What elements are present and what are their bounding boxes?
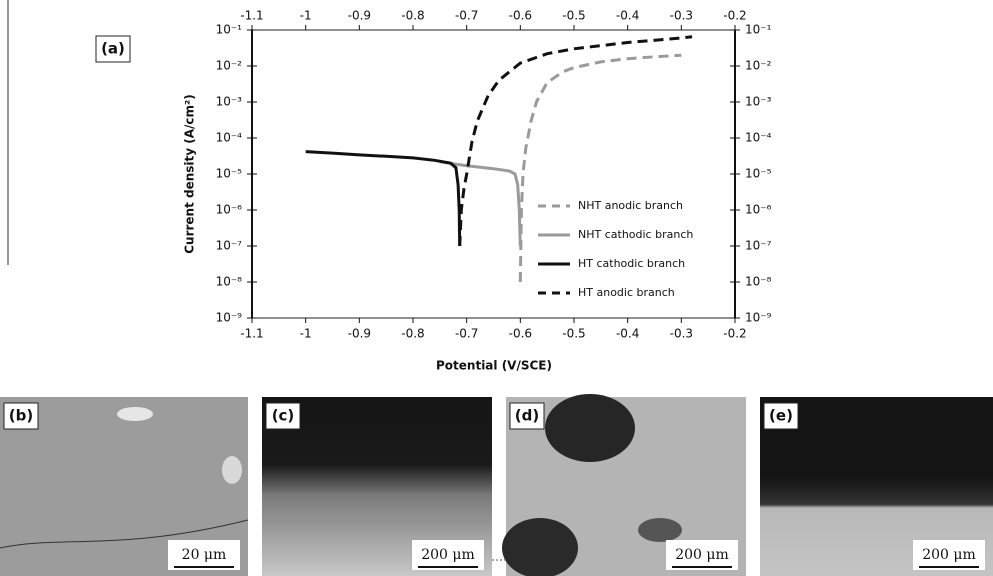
y-tick-label: 10⁻⁵ (216, 167, 243, 181)
legend-label: NHT cathodic branch (578, 228, 693, 241)
x-tick-label: -0.9 (348, 327, 371, 341)
y2-tick-label: 10⁻⁷ (745, 239, 772, 253)
legend-label: NHT anodic branch (578, 199, 683, 212)
series-line (520, 55, 681, 282)
series-line (306, 152, 460, 246)
plot-frame (252, 30, 735, 318)
pit (502, 518, 578, 576)
y-axis-title: Current density (A/cm²) (183, 94, 197, 254)
x-tick-label: -0.5 (562, 327, 585, 341)
series-line (460, 37, 692, 246)
x-top-tick-label: -0.7 (455, 9, 478, 23)
x-top-tick-label: -1 (300, 9, 312, 23)
y-tick-label: 10⁻¹ (216, 23, 243, 37)
panel-label: (c) (272, 407, 295, 425)
y2-tick-label: 10⁻² (745, 59, 772, 73)
y2-tick-label: 10⁻⁵ (745, 167, 772, 181)
y-tick-label: 10⁻⁸ (216, 275, 243, 289)
legend-label: HT anodic branch (578, 286, 675, 299)
x-tick-label: -0.7 (455, 327, 478, 341)
y2-tick-label: 10⁻¹ (745, 23, 772, 37)
scale-bar-label: 200 μm (675, 547, 729, 563)
y-tick-label: 10⁻⁶ (216, 203, 243, 217)
figure: (a) Potential (V/SCE) Current density (A… (0, 0, 993, 576)
x-top-tick-label: -1.1 (240, 9, 263, 23)
micrographs (0, 394, 993, 576)
scale-bar-label: 200 μm (922, 547, 976, 563)
x-top-tick-label: -0.8 (401, 9, 424, 23)
x-tick-label: -0.3 (670, 327, 693, 341)
x-tick-label: -0.4 (616, 327, 639, 341)
x-top-tick-label: -0.6 (509, 9, 532, 23)
x-tick-label: -0.8 (401, 327, 424, 341)
x-axis-title: Potential (V/SCE) (436, 359, 552, 373)
y-tick-label: 10⁻⁴ (216, 131, 243, 145)
series-line (440, 162, 521, 246)
y2-tick-label: 10⁻³ (745, 95, 772, 109)
y2-tick-label: 10⁻⁴ (745, 131, 772, 145)
y-tick-label: 10⁻⁷ (216, 239, 243, 253)
y-tick-label: 10⁻² (216, 59, 243, 73)
panel-label: (b) (9, 407, 33, 425)
particle (117, 407, 153, 421)
x-top-tick-label: -0.9 (348, 9, 371, 23)
y2-tick-label: 10⁻⁶ (745, 203, 772, 217)
y2-tick-label: 10⁻⁸ (745, 275, 772, 289)
scale-bar-label: 200 μm (421, 547, 475, 563)
legend-label: HT cathodic branch (578, 257, 685, 270)
x-top-tick-label: -0.2 (723, 9, 746, 23)
x-top-tick-label: -0.3 (670, 9, 693, 23)
pit (638, 518, 682, 542)
scale-bar-label: 20 μm (182, 547, 227, 563)
y2-tick-label: 10⁻⁹ (745, 311, 772, 325)
panel-label: (a) (101, 40, 125, 58)
panel-label: (d) (515, 407, 539, 425)
panel-label: (e) (769, 407, 793, 425)
x-top-tick-label: -0.4 (616, 9, 639, 23)
x-tick-label: -1 (300, 327, 312, 341)
x-tick-label: -0.6 (509, 327, 532, 341)
pit (545, 394, 635, 462)
x-top-tick-label: -0.5 (562, 9, 585, 23)
particle (222, 456, 242, 484)
y-tick-label: 10⁻³ (216, 95, 243, 109)
y-tick-label: 10⁻⁹ (216, 311, 243, 325)
x-tick-label: -1.1 (240, 327, 263, 341)
x-tick-label: -0.2 (723, 327, 746, 341)
